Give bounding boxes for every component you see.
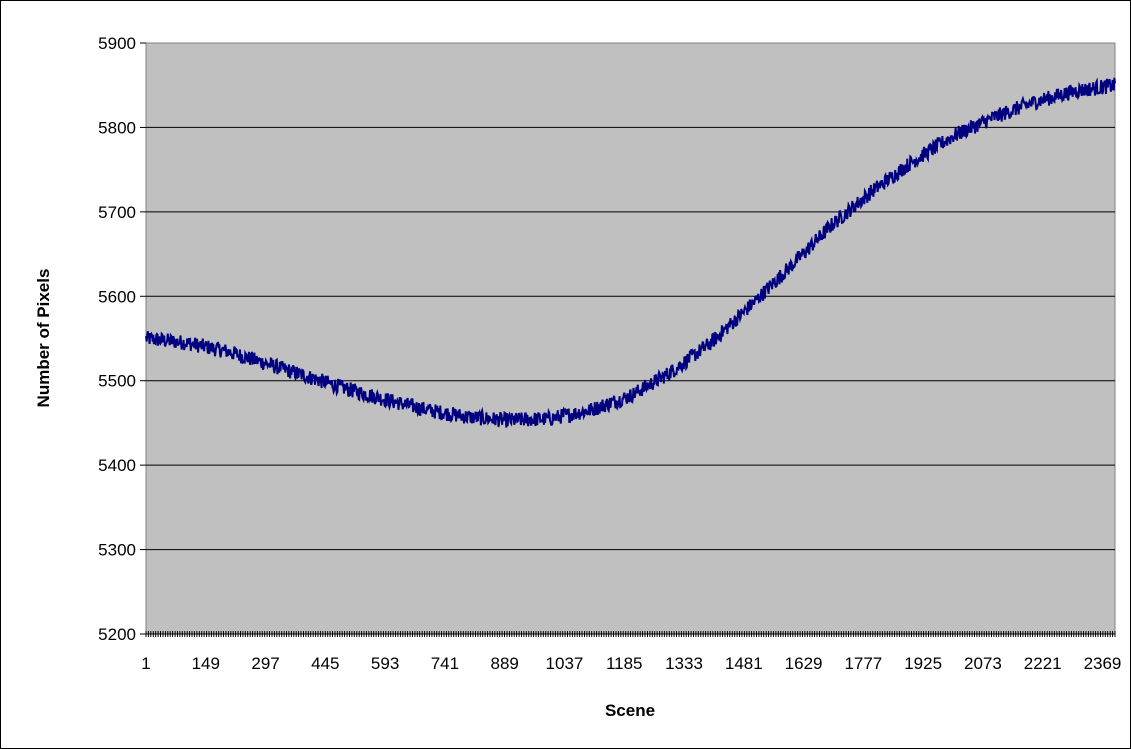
x-tick-label: 1629 [785,654,823,673]
y-tick-label: 5400 [98,456,136,475]
x-tick-label: 1481 [725,654,763,673]
x-tick-label: 2221 [1024,654,1062,673]
x-tick-label: 1 [141,654,150,673]
y-tick-label: 5700 [98,203,136,222]
y-axis-title: Number of Pixels [34,269,53,408]
x-axis-ticks [145,631,1116,637]
y-tick-label: 5200 [98,625,136,644]
x-tick-label: 1185 [606,654,643,673]
y-tick-label: 5300 [98,541,136,560]
x-tick-label: 1777 [844,654,882,673]
x-tick-label: 149 [192,654,220,673]
y-axis-tick-labels: 5900 5800 5700 5600 5500 5400 5300 5200 [98,34,136,644]
y-tick-label: 5600 [98,287,136,306]
x-tick-label: 889 [490,654,518,673]
y-tick-label: 5900 [98,34,136,53]
x-tick-label: 1037 [546,654,584,673]
x-axis-tick-labels: 1 149 297 445 593 741 889 1037 1185 1333 1481 1629 1… [141,654,1121,673]
x-axis-title: Scene [605,701,655,720]
x-tick-label: 297 [251,654,279,673]
x-tick-label: 1333 [665,654,703,673]
x-tick-label: 1925 [904,654,942,673]
x-tick-label: 445 [311,654,339,673]
x-tick-label: 741 [431,654,459,673]
x-tick-label: 2073 [964,654,1002,673]
x-tick-label: 593 [371,654,399,673]
y-tick-label: 5800 [98,118,136,137]
x-tick-label: 2369 [1084,654,1122,673]
y-tick-label: 5500 [98,372,136,391]
x-tick-marks [145,631,1116,637]
gridlines [140,42,1115,635]
series-line [145,77,1116,428]
